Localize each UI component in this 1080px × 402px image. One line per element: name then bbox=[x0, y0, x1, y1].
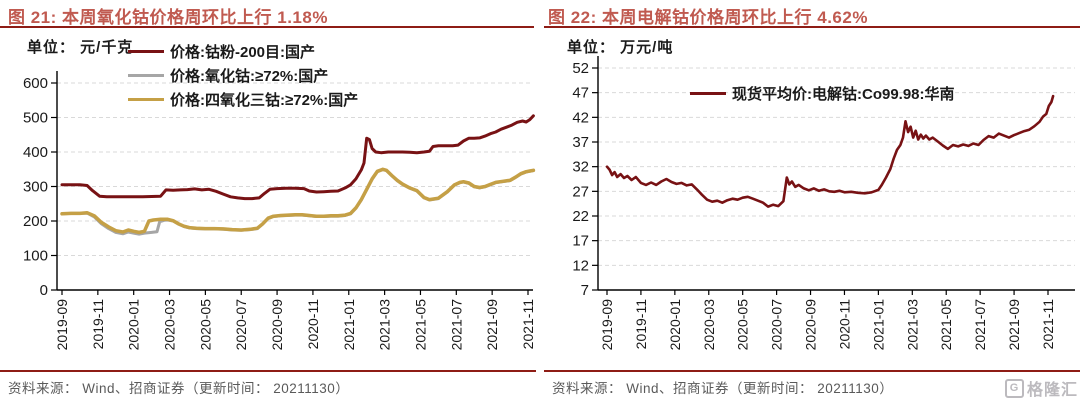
x-tick-label: 2020-07 bbox=[769, 299, 785, 351]
gelonghui-logo-text: 格隆汇 bbox=[1026, 382, 1078, 399]
figure-21-panel: 图 21: 本周氧化钴价格周环比上行 1.18% 单位： 元/千克 价格:钴粉-… bbox=[0, 8, 536, 402]
y-tick-label: 200 bbox=[23, 213, 48, 230]
legend-label: 价格:氧化钴:≥72%:国产 bbox=[170, 67, 329, 85]
y-tick-label: 0 bbox=[40, 282, 48, 299]
source-text: 资料来源： Wind、招商证券（更新时间： 20211130） bbox=[8, 381, 350, 396]
x-tick-label: 2020-11 bbox=[305, 299, 321, 350]
figure-21-unit-label: 单位： 元/千克 bbox=[27, 39, 134, 56]
x-tick-label: 2020-05 bbox=[735, 299, 751, 351]
source-text: 资料来源： Wind、招商证券（更新时间： 20211130） bbox=[552, 381, 894, 396]
x-tick-label: 2020-03 bbox=[162, 299, 178, 351]
x-tick-label: 2019-09 bbox=[54, 299, 70, 351]
x-tick-label: 2020-01 bbox=[126, 299, 142, 351]
x-tick-label: 2020-05 bbox=[197, 299, 213, 351]
legend-line-swatch bbox=[690, 91, 726, 95]
y-tick-label: 600 bbox=[23, 75, 48, 92]
y-tick-label: 22 bbox=[572, 208, 589, 225]
y-tick-label: 47 bbox=[572, 85, 589, 102]
figure-21-title: 图 21: 本周氧化钴价格周环比上行 1.18% bbox=[8, 8, 328, 27]
y-tick-label: 400 bbox=[23, 144, 48, 161]
x-tick-label: 2020-11 bbox=[836, 299, 852, 350]
figure-22-title-rule bbox=[544, 26, 1080, 28]
x-tick-label: 2019-09 bbox=[599, 299, 615, 351]
x-tick-label: 2020-07 bbox=[233, 299, 249, 351]
x-tick-label: 2021-05 bbox=[412, 299, 428, 351]
legend-label: 价格:四氧化三钴:≥72%:国产 bbox=[170, 91, 359, 109]
x-tick-label: 2019-11 bbox=[90, 299, 106, 350]
gelonghui-logo-icon: G bbox=[1004, 378, 1024, 398]
legend-item: 价格:四氧化三钴:≥72%:国产 bbox=[128, 87, 358, 111]
series-line bbox=[60, 167, 536, 235]
y-tick-label: 37 bbox=[572, 134, 589, 151]
figure-22-panel: 图 22: 本周电解钴价格周环比上行 4.62% 单位： 万元/吨 现货平均价:… bbox=[540, 0, 1080, 402]
y-tick-label: 27 bbox=[572, 183, 589, 200]
legend-label: 价格:钴粉-200目:国产 bbox=[170, 43, 316, 61]
x-tick-label: 2021-03 bbox=[904, 299, 920, 351]
x-tick-label: 2021-05 bbox=[938, 299, 954, 351]
legend-item: 现货平均价:电解钴:Co99.98:华南 bbox=[690, 81, 955, 105]
gelonghui-logo: G 格隆汇 bbox=[1004, 376, 1078, 400]
figure-21-chart: 0 100 200 300 400 500 600 2019-09 2019-11 2020-01… bbox=[23, 71, 536, 351]
figure-22-title: 图 22: 本周电解钴价格周环比上行 4.62% bbox=[548, 8, 868, 27]
legend-item: 价格:钴粉-200目:国产 bbox=[128, 39, 358, 63]
y-tick-label: 12 bbox=[572, 257, 589, 274]
x-tick-label: 2020-03 bbox=[701, 299, 717, 351]
y-tick-label: 500 bbox=[23, 110, 48, 127]
x-tick-label: 2021-03 bbox=[377, 299, 393, 351]
y-tick-label: 17 bbox=[572, 233, 589, 250]
figure-22-chart: 7 12 17 22 27 32 37 42 47 52 2019-09 2019-11 2020-01… bbox=[572, 56, 1075, 351]
y-tick-label: 300 bbox=[23, 179, 48, 196]
y-tick-label: 100 bbox=[23, 248, 48, 265]
figure-21-title-rule bbox=[0, 26, 534, 28]
legend-line-swatch bbox=[128, 49, 164, 53]
figure-22-legend: 现货平均价:电解钴:Co99.98:华南 bbox=[690, 81, 955, 105]
x-tick-label: 2020-09 bbox=[803, 299, 819, 351]
x-tick-label: 2021-01 bbox=[341, 299, 357, 351]
x-tick-label: 2021-11 bbox=[520, 299, 536, 350]
x-tick-label: 2020-01 bbox=[667, 299, 683, 351]
figure-21-legend: 价格:钴粉-200目:国产 价格:氧化钴:≥72%:国产价格:四氧化三钴:≥72%… bbox=[128, 39, 358, 111]
x-tick-label: 2020-09 bbox=[269, 299, 285, 351]
x-tick-label: 2021-07 bbox=[972, 299, 988, 351]
series-line bbox=[60, 168, 535, 236]
x-tick-label: 2021-01 bbox=[870, 299, 886, 351]
legend-line-swatch bbox=[128, 97, 164, 101]
y-tick-label: 52 bbox=[572, 60, 589, 77]
figure-22-source: 资料来源： Wind、招商证券（更新时间： 20211130） G 格隆汇 bbox=[544, 370, 1080, 402]
y-tick-label: 7 bbox=[581, 282, 589, 299]
x-tick-label: 2021-09 bbox=[1006, 299, 1022, 351]
series-line bbox=[60, 114, 535, 201]
y-tick-label: 32 bbox=[572, 159, 589, 176]
figure-22-unit-label: 单位： 万元/吨 bbox=[567, 39, 674, 56]
series-line bbox=[605, 94, 1055, 208]
y-tick-label: 42 bbox=[572, 109, 589, 126]
legend-item: 价格:氧化钴:≥72%:国产 bbox=[128, 63, 358, 87]
x-tick-label: 2019-11 bbox=[633, 299, 649, 350]
legend-label: 现货平均价:电解钴:Co99.98:华南 bbox=[732, 85, 955, 103]
x-tick-label: 2021-11 bbox=[1040, 299, 1056, 350]
x-tick-label: 2021-07 bbox=[448, 299, 464, 351]
figure-21-source: 资料来源： Wind、招商证券（更新时间： 20211130） bbox=[0, 370, 536, 402]
legend-line-swatch bbox=[128, 73, 164, 77]
x-tick-label: 2021-09 bbox=[484, 299, 500, 351]
